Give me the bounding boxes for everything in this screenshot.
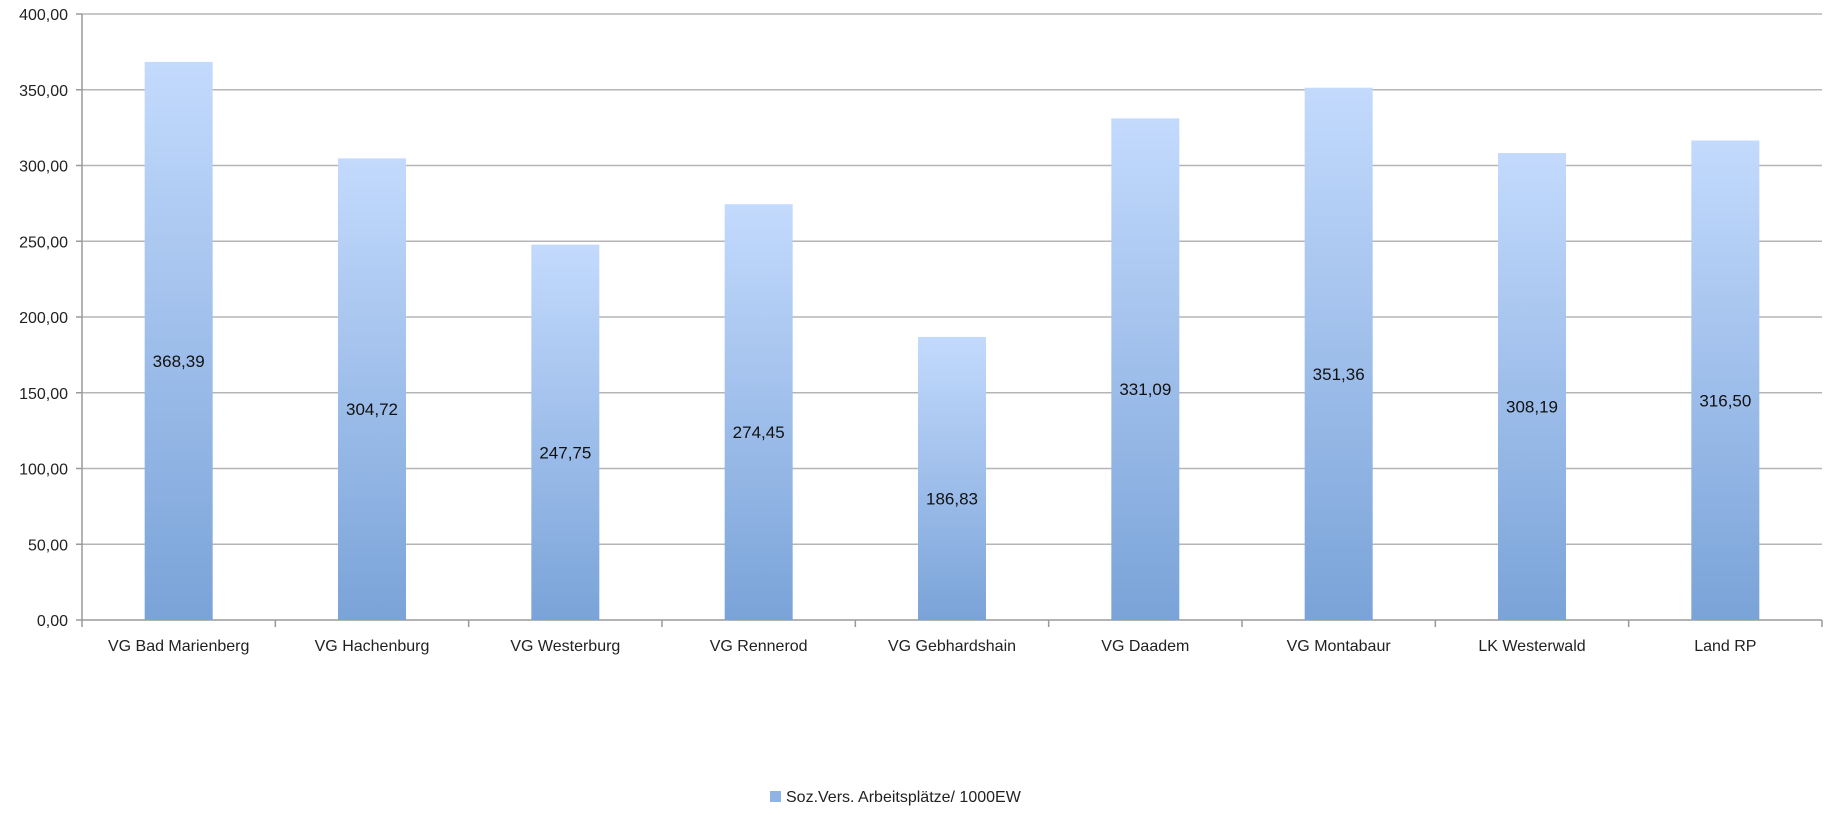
data-label: 304,72 — [346, 400, 398, 419]
y-tick-label: 100,00 — [19, 462, 68, 479]
x-tick-label: VG Hachenburg — [315, 638, 430, 655]
x-tick-label: VG Westerburg — [510, 638, 620, 655]
y-tick-label: 350,00 — [19, 83, 68, 100]
x-tick-label: LK Westerwald — [1478, 638, 1585, 655]
bar — [1304, 87, 1373, 621]
bar — [918, 336, 986, 620]
bar — [144, 61, 213, 620]
x-tick-label: Land RP — [1694, 638, 1756, 655]
y-axis-ticks: 0,00 50,00 100,00 150,00 200,00 250,00 300,00 3… — [19, 7, 82, 630]
bar — [1498, 153, 1566, 620]
y-tick-label: 400,00 — [19, 7, 68, 24]
x-tick-label: VG Bad Marienberg — [108, 638, 249, 655]
data-label: 368,39 — [153, 352, 205, 371]
data-label: 247,75 — [539, 443, 591, 462]
data-labels: 368,39 304,72 247,75 274,45 186,83 331,09 351,… — [153, 352, 1752, 509]
y-tick-label: 300,00 — [19, 159, 68, 176]
x-tick-label: VG Daadem — [1101, 638, 1189, 655]
bars — [144, 61, 1760, 621]
y-tick-label: 50,00 — [28, 537, 68, 554]
x-tick-label: VG Gebhardshain — [888, 638, 1016, 655]
bar — [1691, 140, 1760, 620]
x-tick-label: VG Montabaur — [1287, 638, 1392, 655]
bar — [338, 158, 406, 621]
y-tick-label: 200,00 — [19, 310, 68, 327]
x-axis-ticks: VG Bad Marienberg VG Hachenburg VG Westerb… — [81, 620, 1823, 655]
data-label: 316,50 — [1699, 391, 1751, 410]
y-tick-label: 0,00 — [37, 613, 68, 630]
data-label: 274,45 — [733, 423, 785, 442]
bar — [531, 244, 600, 620]
data-label: 331,09 — [1119, 380, 1171, 399]
data-label: 308,19 — [1506, 398, 1558, 417]
legend-swatch — [770, 791, 781, 802]
bar — [1111, 118, 1180, 620]
y-tick-label: 250,00 — [19, 234, 68, 251]
data-label: 186,83 — [926, 489, 978, 508]
y-tick-label: 150,00 — [19, 386, 68, 403]
data-label: 351,36 — [1313, 365, 1365, 384]
legend-label: Soz.Vers. Arbeitsplätze/ 1000EW — [786, 789, 1022, 806]
x-tick-label: VG Rennerod — [710, 638, 808, 655]
bar — [724, 204, 793, 620]
legend: Soz.Vers. Arbeitsplätze/ 1000EW — [770, 789, 1022, 806]
